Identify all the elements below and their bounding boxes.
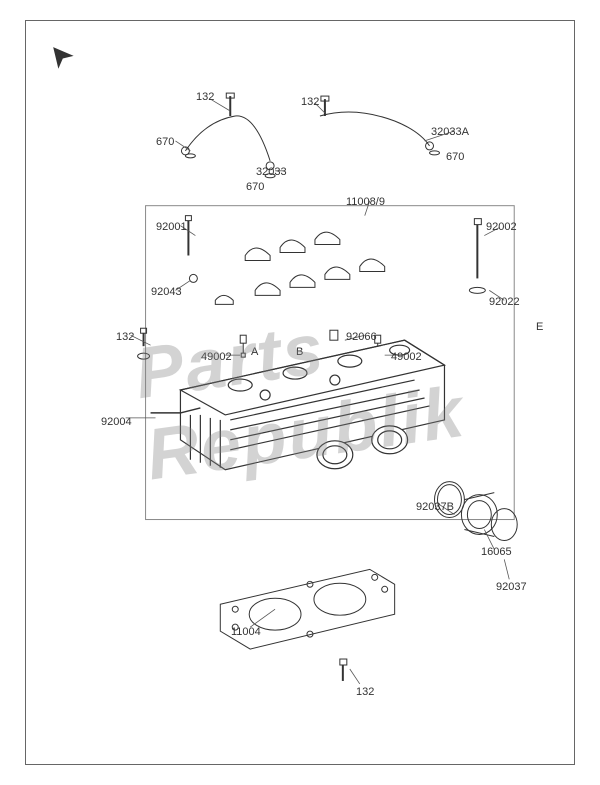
- part-label-132: 132: [196, 91, 214, 103]
- part-label-92037: 92037: [496, 581, 527, 593]
- part-label-49002: 49002: [391, 351, 422, 363]
- part-label-670: 670: [156, 136, 174, 148]
- part-label-92043: 92043: [151, 286, 182, 298]
- part-label-32033A: 32033A: [431, 126, 469, 138]
- part-label-670: 670: [446, 151, 464, 163]
- part-label-92004: 92004: [101, 416, 132, 428]
- part-label-16065: 16065: [481, 546, 512, 558]
- part-label-670: 670: [246, 181, 264, 193]
- part-label-92002: 92002: [486, 221, 517, 233]
- direction-arrow-icon: [46, 41, 74, 69]
- part-label-92037B: 92037B: [416, 501, 454, 513]
- part-label-11008/9: 11008/9: [346, 196, 385, 208]
- part-label-32033: 32033: [256, 166, 287, 178]
- part-label-92001: 92001: [156, 221, 187, 233]
- part-label-92066: 92066: [346, 331, 377, 343]
- part-label-92022: 92022: [489, 296, 520, 308]
- part-label-11004: 11004: [231, 626, 261, 638]
- part-label-B: B: [296, 346, 303, 358]
- part-label-E: E: [536, 321, 543, 333]
- part-label-132: 132: [116, 331, 134, 343]
- part-label-132: 132: [356, 686, 374, 698]
- parts-diagram-svg: [26, 21, 574, 764]
- part-label-132: 132: [301, 96, 319, 108]
- part-label-49002: 49002: [201, 351, 232, 363]
- part-label-A: A: [251, 346, 258, 358]
- diagram-frame: Parts Republik 1326701323203367032033A67…: [25, 20, 575, 765]
